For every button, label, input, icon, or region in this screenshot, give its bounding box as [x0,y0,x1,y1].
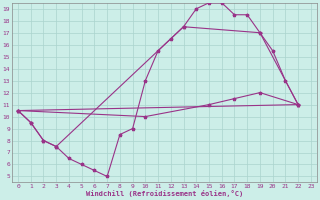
X-axis label: Windchill (Refroidissement éolien,°C): Windchill (Refroidissement éolien,°C) [86,190,243,197]
